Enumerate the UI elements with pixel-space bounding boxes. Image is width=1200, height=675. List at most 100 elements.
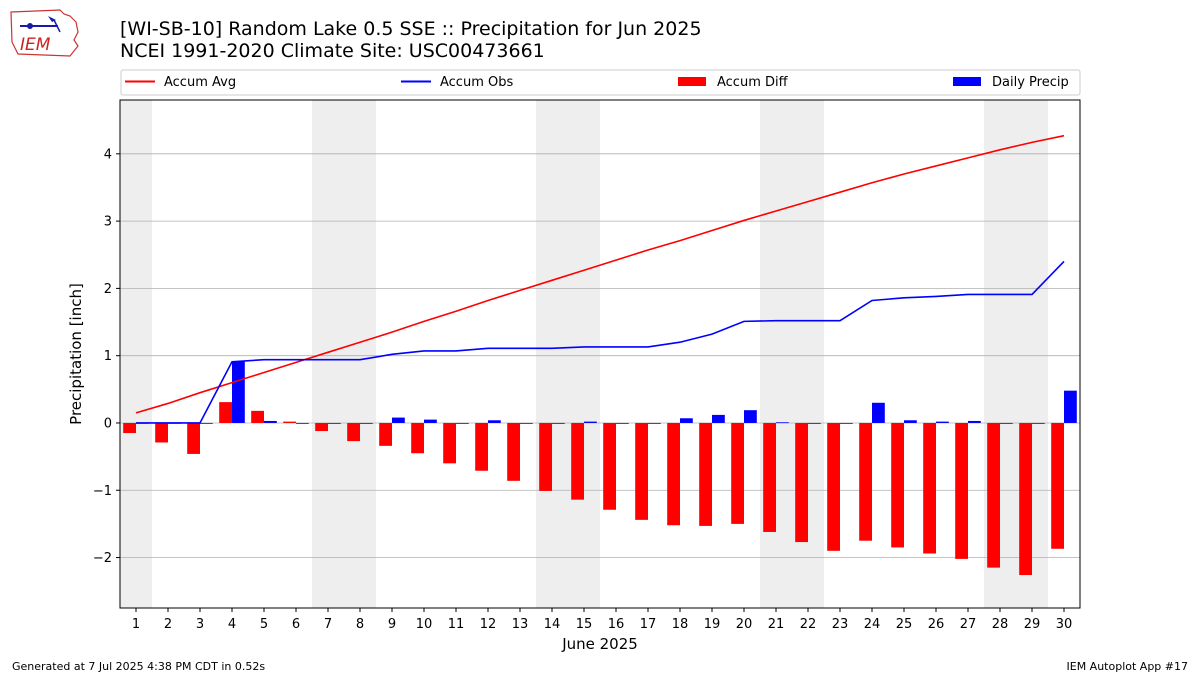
daily-precip-bar xyxy=(168,422,181,424)
accum-diff-bar xyxy=(891,422,904,548)
x-axis-label: June 2025 xyxy=(561,635,638,653)
x-tick-label: 24 xyxy=(864,617,881,632)
accum-diff-bar xyxy=(603,422,616,510)
legend-swatch xyxy=(953,77,981,86)
generated-timestamp: Generated at 7 Jul 2025 4:38 PM CDT in 0… xyxy=(12,660,266,673)
weekend-shade xyxy=(312,100,376,608)
daily-precip-bar xyxy=(648,422,661,424)
y-tick-label: −1 xyxy=(93,484,112,499)
accum-diff-bar xyxy=(507,422,520,481)
accum-diff-bar xyxy=(731,422,744,524)
weekend-shade xyxy=(536,100,600,608)
accum-diff-bar xyxy=(667,422,680,526)
x-tick-label: 23 xyxy=(832,617,849,632)
daily-precip-bar xyxy=(968,420,981,423)
x-tick-label: 18 xyxy=(672,617,689,632)
x-tick-label: 26 xyxy=(928,617,945,632)
daily-precip-bar xyxy=(552,422,565,424)
y-axis-label: Precipitation [inch] xyxy=(67,283,85,425)
accum-obs-line xyxy=(136,260,1065,424)
y-tick-label: 0 xyxy=(104,416,112,431)
y-tick-label: −2 xyxy=(93,551,112,566)
daily-precip-bar xyxy=(712,414,725,423)
weekend-shade xyxy=(984,100,1048,608)
daily-precip-bar xyxy=(872,402,885,423)
accum-diff-bar xyxy=(411,422,424,454)
daily-precip-bar xyxy=(808,422,821,424)
y-tick-label: 4 xyxy=(104,147,112,162)
daily-precip-bar xyxy=(456,422,469,424)
y-tick-label: 2 xyxy=(104,282,112,297)
accum-diff-bar xyxy=(475,422,488,471)
x-tick-label: 28 xyxy=(992,617,1009,632)
x-tick-label: 4 xyxy=(228,617,236,632)
accum-diff-bar xyxy=(859,422,872,541)
x-tick-label: 30 xyxy=(1056,617,1073,632)
accum-diff-bar xyxy=(987,422,1000,568)
accum-diff-bar xyxy=(635,422,648,520)
accum-diff-bar xyxy=(283,421,296,423)
daily-precip-bar xyxy=(1000,422,1013,424)
title-line-1: [WI-SB-10] Random Lake 0.5 SSE :: Precip… xyxy=(120,18,702,40)
daily-precip-bar xyxy=(904,420,917,423)
daily-precip-bar xyxy=(744,410,757,423)
accum-diff-bar xyxy=(123,422,136,434)
daily-precip-bar xyxy=(680,418,693,423)
x-tick-label: 15 xyxy=(576,617,593,632)
accum-avg-line xyxy=(135,134,1065,414)
daily-precip-bar xyxy=(936,421,949,423)
plot-frame xyxy=(119,99,1081,609)
legend-label: Accum Diff xyxy=(717,75,789,90)
accum-diff-bar xyxy=(923,422,936,554)
daily-precip-bar xyxy=(232,361,245,423)
daily-precip-bar xyxy=(136,422,149,424)
x-tick-label: 17 xyxy=(640,617,657,632)
accum-diff-bar xyxy=(571,422,584,500)
accum-diff-bar xyxy=(539,422,552,491)
accum-diff-bar xyxy=(155,422,168,443)
accum-diff-bar xyxy=(219,402,232,423)
accum-diff-bar xyxy=(347,422,360,442)
x-tick-label: 25 xyxy=(896,617,913,632)
legend-label: Daily Precip xyxy=(992,75,1069,90)
x-tick-label: 10 xyxy=(416,617,433,632)
chart-title: [WI-SB-10] Random Lake 0.5 SSE :: Precip… xyxy=(120,18,702,62)
x-tick-label: 3 xyxy=(196,617,204,632)
x-tick-label: 14 xyxy=(544,617,561,632)
accum-diff-bar xyxy=(795,422,808,543)
daily-precip-bar xyxy=(328,422,341,424)
x-tick-label: 22 xyxy=(800,617,817,632)
daily-precip-bar xyxy=(616,422,629,424)
x-tick-label: 13 xyxy=(512,617,529,632)
x-tick-label: 11 xyxy=(448,617,465,632)
x-tick-label: 29 xyxy=(1024,617,1041,632)
app-credit: IEM Autoplot App #17 xyxy=(1066,660,1189,673)
logo-text: IEM xyxy=(20,35,51,55)
iem-logo: IEM xyxy=(8,6,80,62)
x-tick-label: 7 xyxy=(324,617,332,632)
weekend-shade xyxy=(760,100,824,608)
daily-precip-bar xyxy=(424,419,437,423)
x-tick-label: 12 xyxy=(480,617,497,632)
legend-box xyxy=(120,69,1081,96)
accum-diff-bar xyxy=(955,422,968,559)
accum-diff-bar xyxy=(1019,422,1032,576)
daily-precip-bar xyxy=(584,421,597,423)
legend-label: Accum Obs xyxy=(440,75,513,90)
legend-swatch xyxy=(678,77,706,86)
x-tick-label: 8 xyxy=(356,617,364,632)
x-tick-label: 1 xyxy=(132,617,140,632)
legend-label: Accum Avg xyxy=(164,75,236,90)
x-tick-label: 16 xyxy=(608,617,625,632)
x-tick-label: 20 xyxy=(736,617,753,632)
daily-precip-bar xyxy=(1064,390,1077,423)
accum-diff-bar xyxy=(443,422,456,464)
weekend-shade xyxy=(120,100,152,608)
accum-diff-bar xyxy=(1051,422,1064,549)
x-tick-label: 5 xyxy=(260,617,268,632)
daily-precip-bar xyxy=(264,420,277,423)
x-tick-label: 19 xyxy=(704,617,721,632)
title-line-2: NCEI 1991-2020 Climate Site: USC00473661 xyxy=(120,40,545,62)
y-tick-label: 3 xyxy=(104,215,112,230)
